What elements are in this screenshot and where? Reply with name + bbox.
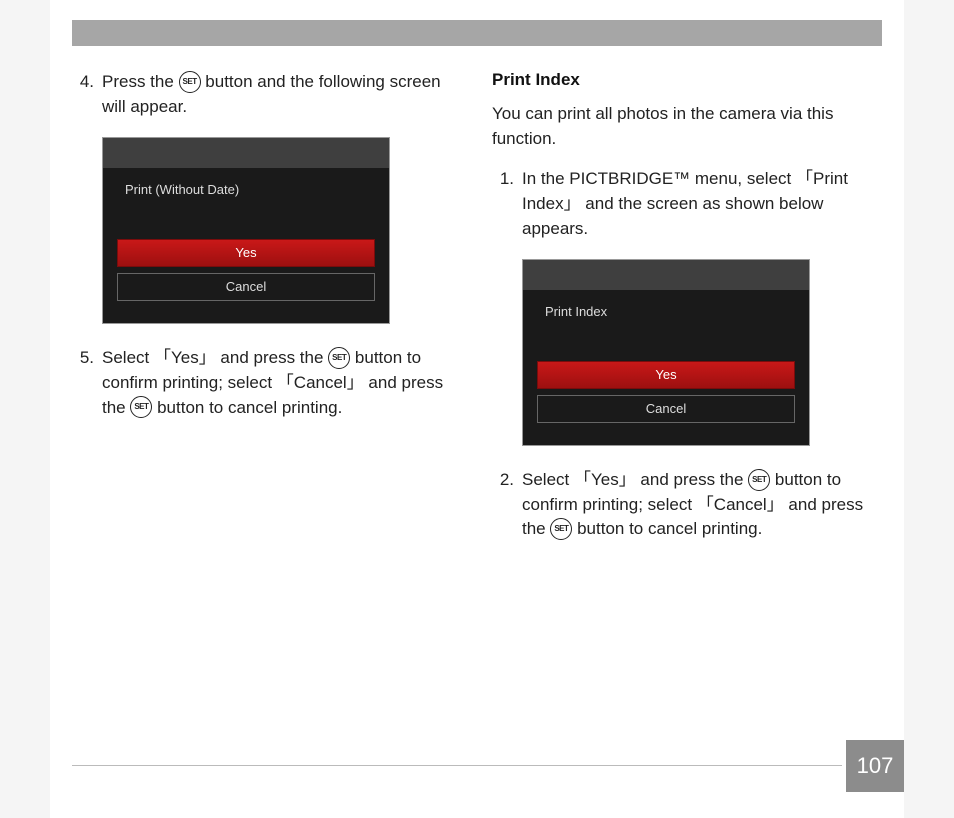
left-column: 4. Press the SET button and the followin… (72, 70, 462, 560)
header-bar (72, 20, 882, 46)
section-title: Print Index (492, 70, 882, 90)
screen-title: Print (Without Date) (103, 168, 389, 197)
option-yes[interactable]: Yes (537, 361, 795, 389)
right-column: Print Index You can print all photos in … (492, 70, 882, 560)
step-1: 1. In the PICTBRIDGE™ menu, select 「Prin… (492, 167, 882, 241)
step-text: In the PICTBRIDGE™ menu, select 「Print I… (522, 167, 882, 241)
step-5: 5. Select 「Yes」 and press the SET button… (72, 346, 462, 420)
camera-screen-print-index: Print Index Yes Cancel (522, 259, 810, 446)
intro-paragraph: You can print all photos in the camera v… (492, 102, 882, 151)
camera-screen-print-without-date: Print (Without Date) Yes Cancel (102, 137, 390, 324)
manual-page: 4. Press the SET button and the followin… (50, 0, 904, 818)
set-button-icon: SET (179, 71, 201, 93)
page-number: 107 (846, 740, 904, 792)
screen-header-bar (103, 138, 389, 168)
option-cancel[interactable]: Cancel (537, 395, 795, 423)
step-text: Press the SET button and the following s… (102, 70, 462, 119)
step-text: Select 「Yes」 and press the SET button to… (522, 468, 882, 542)
text-fragment: Select 「Yes」 and press the (102, 348, 328, 367)
step-number: 1. (492, 167, 522, 241)
step-number: 4. (72, 70, 102, 119)
step-2: 2. Select 「Yes」 and press the SET button… (492, 468, 882, 542)
screen-header-bar (523, 260, 809, 290)
set-button-icon: SET (748, 469, 770, 491)
screen-options: Yes Cancel (103, 197, 389, 323)
screen-title: Print Index (523, 290, 809, 319)
set-button-icon: SET (328, 347, 350, 369)
content-columns: 4. Press the SET button and the followin… (72, 70, 882, 560)
screen-options: Yes Cancel (523, 319, 809, 445)
step-text: Select 「Yes」 and press the SET button to… (102, 346, 462, 420)
text-fragment: Press the (102, 72, 179, 91)
set-button-icon: SET (130, 396, 152, 418)
set-button-icon: SET (550, 518, 572, 540)
step-number: 5. (72, 346, 102, 420)
text-fragment: button to cancel printing. (157, 398, 342, 417)
option-cancel[interactable]: Cancel (117, 273, 375, 301)
text-fragment: Select 「Yes」 and press the (522, 470, 748, 489)
step-number: 2. (492, 468, 522, 542)
option-yes[interactable]: Yes (117, 239, 375, 267)
footer-divider (72, 765, 842, 766)
text-fragment: button to cancel printing. (577, 519, 762, 538)
step-4: 4. Press the SET button and the followin… (72, 70, 462, 119)
